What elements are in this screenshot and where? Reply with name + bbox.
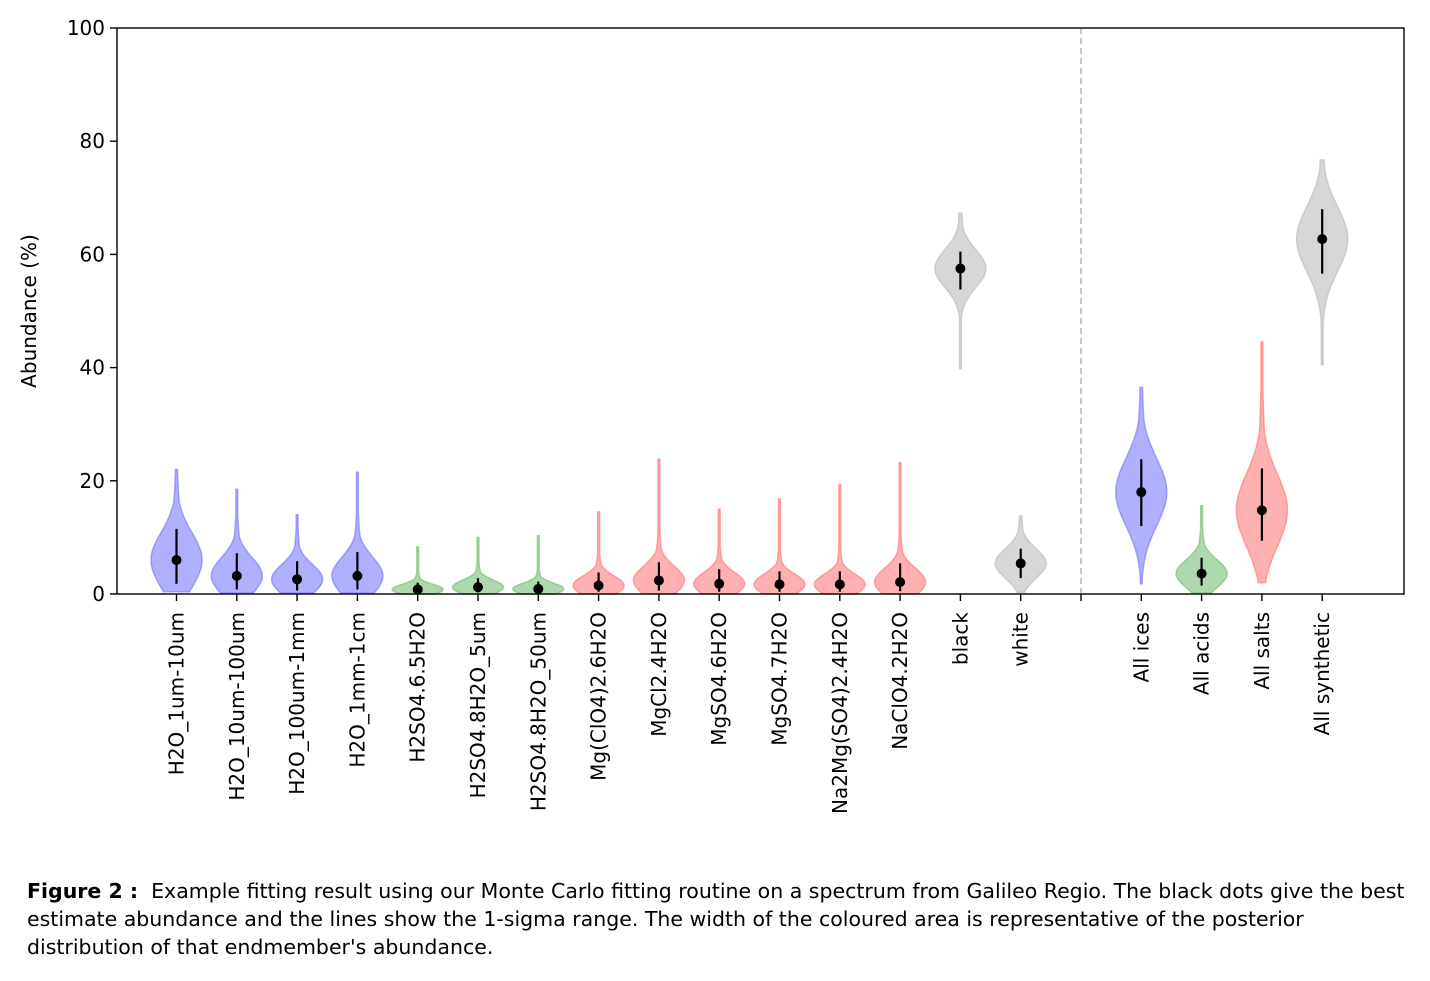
estimate-dot-2 — [292, 574, 303, 585]
x-tick-label-9: MgSO4.6H2O — [707, 612, 731, 746]
x-tick-label-10: MgSO4.7H2O — [768, 612, 792, 746]
violin-5 — [451, 536, 505, 595]
estimate-dot-16 — [1196, 568, 1207, 579]
x-tick-label-16: All acids — [1190, 612, 1214, 695]
estimate-dot-3 — [352, 570, 363, 581]
violin-9 — [692, 508, 746, 595]
violin-1 — [210, 488, 264, 594]
x-tick-label-17: All salts — [1250, 612, 1274, 690]
estimate-dot-6 — [533, 583, 544, 594]
violin-2 — [270, 514, 324, 594]
y-axis-title: Abundance (%) — [17, 234, 41, 388]
y-tick-label-20: 20 — [80, 469, 105, 493]
x-tick-label-12: NaClO4.2H2O — [888, 612, 912, 750]
violin-10 — [753, 498, 806, 595]
estimate-dot-0 — [171, 555, 182, 566]
violin-8 — [632, 458, 686, 595]
estimate-dot-8 — [653, 575, 664, 586]
x-tick-label-8: MgCl2.4H2O — [647, 612, 671, 737]
violin-17 — [1235, 341, 1289, 584]
violin-3 — [331, 471, 384, 594]
y-tick-label-60: 60 — [80, 242, 105, 266]
estimate-dot-13 — [955, 263, 966, 274]
violin-4 — [391, 546, 444, 595]
figure-caption: Figure 2 : Example fitting result using … — [27, 877, 1417, 961]
violin-11 — [813, 484, 867, 595]
y-tick-label-40: 40 — [80, 356, 105, 380]
y-tick-label-80: 80 — [80, 129, 105, 153]
x-tick-label-6: H2SO4.8H2O_50um — [526, 612, 550, 811]
x-tick-label-5: H2SO4.8H2O_5um — [466, 612, 490, 798]
caption-text: Example fitting result using our Monte C… — [27, 879, 1405, 959]
axes-layer: 0 20 40 60 80 100 Abundance (%) H2O_1um-10um H2O… — [17, 16, 1405, 814]
x-tick-label-2: H2O_100um-1mm — [285, 612, 309, 795]
x-tick-label-14: white — [1009, 612, 1033, 667]
x-tick-label-4: H2SO4.6.5H2O — [406, 612, 430, 763]
violin-16 — [1175, 504, 1228, 594]
estimate-dot-7 — [593, 580, 604, 591]
estimate-dot-11 — [834, 579, 845, 590]
x-tick-label-0: H2O_1um-10um — [165, 612, 189, 775]
violin-chart: 0 20 40 60 80 100 Abundance (%) H2O_1um-10um H2O… — [17, 16, 1405, 814]
plot-frame — [116, 27, 1405, 595]
y-tick-label-100: 100 — [67, 16, 105, 40]
estimate-dot-1 — [231, 570, 242, 581]
x-tick-label-3: H2O_1mm-1cm — [345, 612, 369, 768]
violin-13 — [934, 212, 987, 370]
violin-7 — [572, 511, 625, 595]
caption-label: Figure 2 : — [27, 879, 139, 903]
estimate-dot-14 — [1015, 558, 1026, 569]
x-tick-label-18: All synthetic — [1310, 612, 1334, 735]
violin-layer — [150, 159, 1349, 595]
x-tick-label-1: H2O_10um-100um — [225, 612, 249, 801]
estimate-dot-12 — [895, 577, 906, 588]
estimate-dot-4 — [412, 584, 423, 595]
estimate-dot-10 — [774, 579, 785, 590]
estimate-dot-15 — [1136, 487, 1147, 498]
x-tick-label-7: Mg(ClO4)2.6H2O — [587, 612, 611, 781]
estimate-dot-5 — [473, 582, 483, 593]
x-tick-label-13: black — [948, 612, 972, 666]
violin-12 — [873, 461, 927, 595]
x-tick-label-15: All ices — [1129, 612, 1153, 682]
violin-6 — [512, 534, 565, 595]
estimate-dot-17 — [1256, 505, 1267, 516]
estimate-dot-18 — [1317, 234, 1328, 245]
estimate-dot-9 — [714, 578, 725, 589]
x-tick-label-11: Na2Mg(SO4)2.4H2O — [828, 612, 852, 814]
y-tick-label-0: 0 — [92, 582, 105, 606]
